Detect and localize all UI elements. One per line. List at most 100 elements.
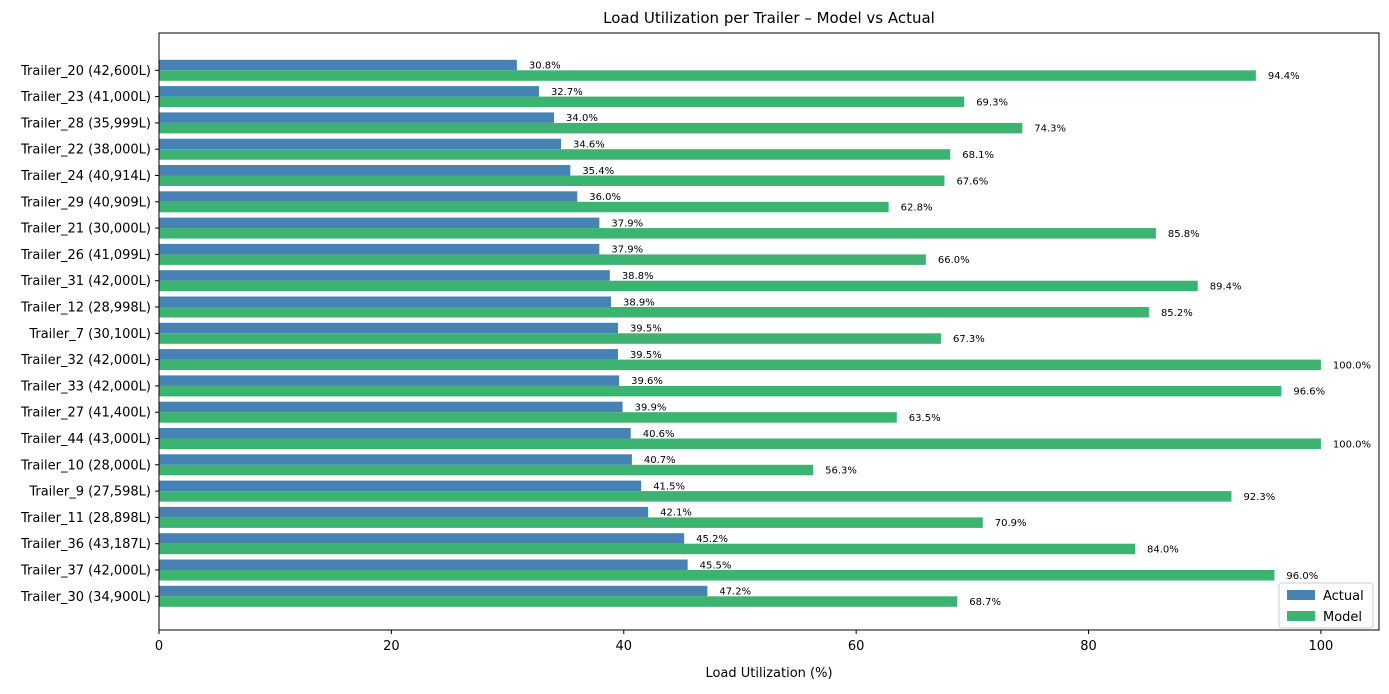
bar-value-label: 45.5%: [700, 560, 732, 571]
bar-value-label: 37.9%: [611, 245, 643, 256]
bar-value-label: 70.9%: [995, 518, 1027, 529]
bar-model: [159, 333, 941, 344]
bar-value-label: 89.4%: [1210, 281, 1242, 292]
bar-model: [159, 175, 945, 186]
bar-model: [159, 70, 1256, 81]
legend-label-model: Model: [1323, 610, 1362, 625]
bar-actual: [159, 59, 517, 71]
y-tick-label: Trailer_7 (30,100L): [28, 327, 151, 342]
bar-actual: [159, 454, 632, 465]
bar-model: [159, 307, 1149, 318]
x-axis: 0 20 40 60 80 100: [155, 630, 1333, 654]
bar-model: [159, 280, 1198, 292]
y-tick-label: Trailer_37 (42,000L): [20, 564, 151, 579]
chart-title: Load Utilization per Trailer – Model vs …: [603, 9, 935, 27]
bar-actual: [159, 138, 562, 150]
legend-swatch-actual: [1287, 590, 1315, 600]
bar-value-label: 45.2%: [696, 534, 728, 545]
y-tick-label: Trailer_9 (27,598L): [28, 485, 151, 500]
bar-value-label: 100.0%: [1333, 439, 1371, 450]
bar-actual: [159, 401, 623, 413]
y-tick-label: Trailer_12 (28,998L): [20, 301, 151, 316]
bar-value-label: 39.5%: [630, 350, 662, 361]
bar-value-label: 96.0%: [1286, 571, 1318, 582]
y-tick-label: Trailer_23 (41,000L): [20, 90, 151, 105]
bar-value-label: 66.0%: [938, 255, 970, 266]
bar-value-label: 67.6%: [956, 176, 988, 187]
bar-actual: [159, 165, 571, 176]
bar-model: [159, 412, 897, 423]
bar-actual: [159, 480, 642, 492]
bar-value-label: 62.8%: [901, 203, 933, 214]
bar-actual: [159, 217, 600, 229]
bar-model: [159, 517, 983, 528]
bar-value-label: 41.5%: [653, 481, 685, 492]
bar-actual: [159, 112, 555, 123]
bar-value-label: 40.6%: [643, 429, 675, 440]
x-tick-label: 0: [155, 639, 163, 654]
legend: Actual Model: [1278, 582, 1374, 629]
bar-value-label: 92.3%: [1243, 492, 1275, 503]
bar-model: [159, 254, 926, 265]
bar-model: [159, 122, 1023, 134]
bar-value-label: 96.6%: [1293, 387, 1325, 398]
bar-model: [159, 96, 965, 108]
y-tick-label: Trailer_20 (42,600L): [20, 64, 151, 79]
y-tick-label: Trailer_21 (30,000L): [20, 222, 151, 237]
y-tick-label: Trailer_10 (28,000L): [20, 458, 151, 473]
bar-actual: [159, 585, 708, 597]
bar-value-label: 69.3%: [976, 97, 1008, 108]
bar-actual: [159, 322, 618, 334]
bar-model: [159, 596, 958, 607]
bar-value-label: 34.6%: [573, 139, 605, 150]
bar-actual: [159, 428, 631, 439]
bar-model: [159, 464, 814, 476]
y-tick-label: Trailer_44 (43,000L): [20, 432, 151, 447]
x-tick-label: 100: [1308, 639, 1333, 654]
y-tick-label: Trailer_29 (40,909L): [20, 195, 151, 210]
bar-value-label: 38.9%: [623, 297, 655, 308]
y-tick-label: Trailer_32 (42,000L): [20, 353, 151, 368]
bar-value-label: 74.3%: [1034, 124, 1066, 135]
bar-value-label: 68.7%: [969, 597, 1001, 608]
x-tick-label: 40: [615, 639, 632, 654]
bar-model: [159, 359, 1321, 371]
y-tick-label: Trailer_22 (38,000L): [20, 143, 151, 158]
bar-value-label: 39.5%: [630, 324, 662, 335]
bar-value-label: 40.7%: [644, 455, 676, 466]
x-axis-label: Load Utilization (%): [705, 666, 832, 681]
x-tick-label: 60: [848, 639, 865, 654]
bar-value-label: 38.8%: [622, 271, 654, 282]
bar-actual: [159, 270, 610, 281]
bar-actual: [159, 375, 620, 386]
bar-model: [159, 149, 951, 160]
bar-value-label: 85.2%: [1161, 308, 1193, 319]
bar-value-label: 56.3%: [825, 466, 857, 477]
bar-model: [159, 491, 1232, 502]
bar-value-label: 34.0%: [566, 113, 598, 124]
y-axis: Trailer_20 (42,600L) Trailer_23 (41,000L)…: [20, 64, 159, 605]
bar-value-label: 85.8%: [1168, 229, 1200, 240]
bar-value-label: 39.9%: [635, 402, 667, 413]
bar-value-label: 37.9%: [611, 218, 643, 229]
bar-model: [159, 543, 1135, 555]
bar-value-label: 35.4%: [582, 166, 614, 177]
bar-actual: [159, 296, 611, 307]
bar-actual: [159, 86, 539, 97]
bar-value-label: 36.0%: [589, 192, 621, 203]
y-tick-label: Trailer_36 (43,187L): [20, 537, 151, 552]
bar-model: [159, 570, 1275, 581]
bar-value-label: 94.4%: [1268, 71, 1300, 82]
bar-value-label: 47.2%: [719, 587, 751, 598]
legend-label-actual: Actual: [1323, 589, 1364, 604]
bar-value-label: 42.1%: [660, 508, 692, 519]
bar-value-label: 100.0%: [1333, 360, 1371, 371]
bar-value-label: 84.0%: [1147, 544, 1179, 555]
bar-actual: [159, 559, 688, 570]
bar-model: [159, 201, 889, 213]
legend-swatch-model: [1287, 611, 1315, 621]
y-tick-label: Trailer_28 (35,999L): [20, 116, 151, 131]
plot-frame: [158, 32, 1380, 631]
